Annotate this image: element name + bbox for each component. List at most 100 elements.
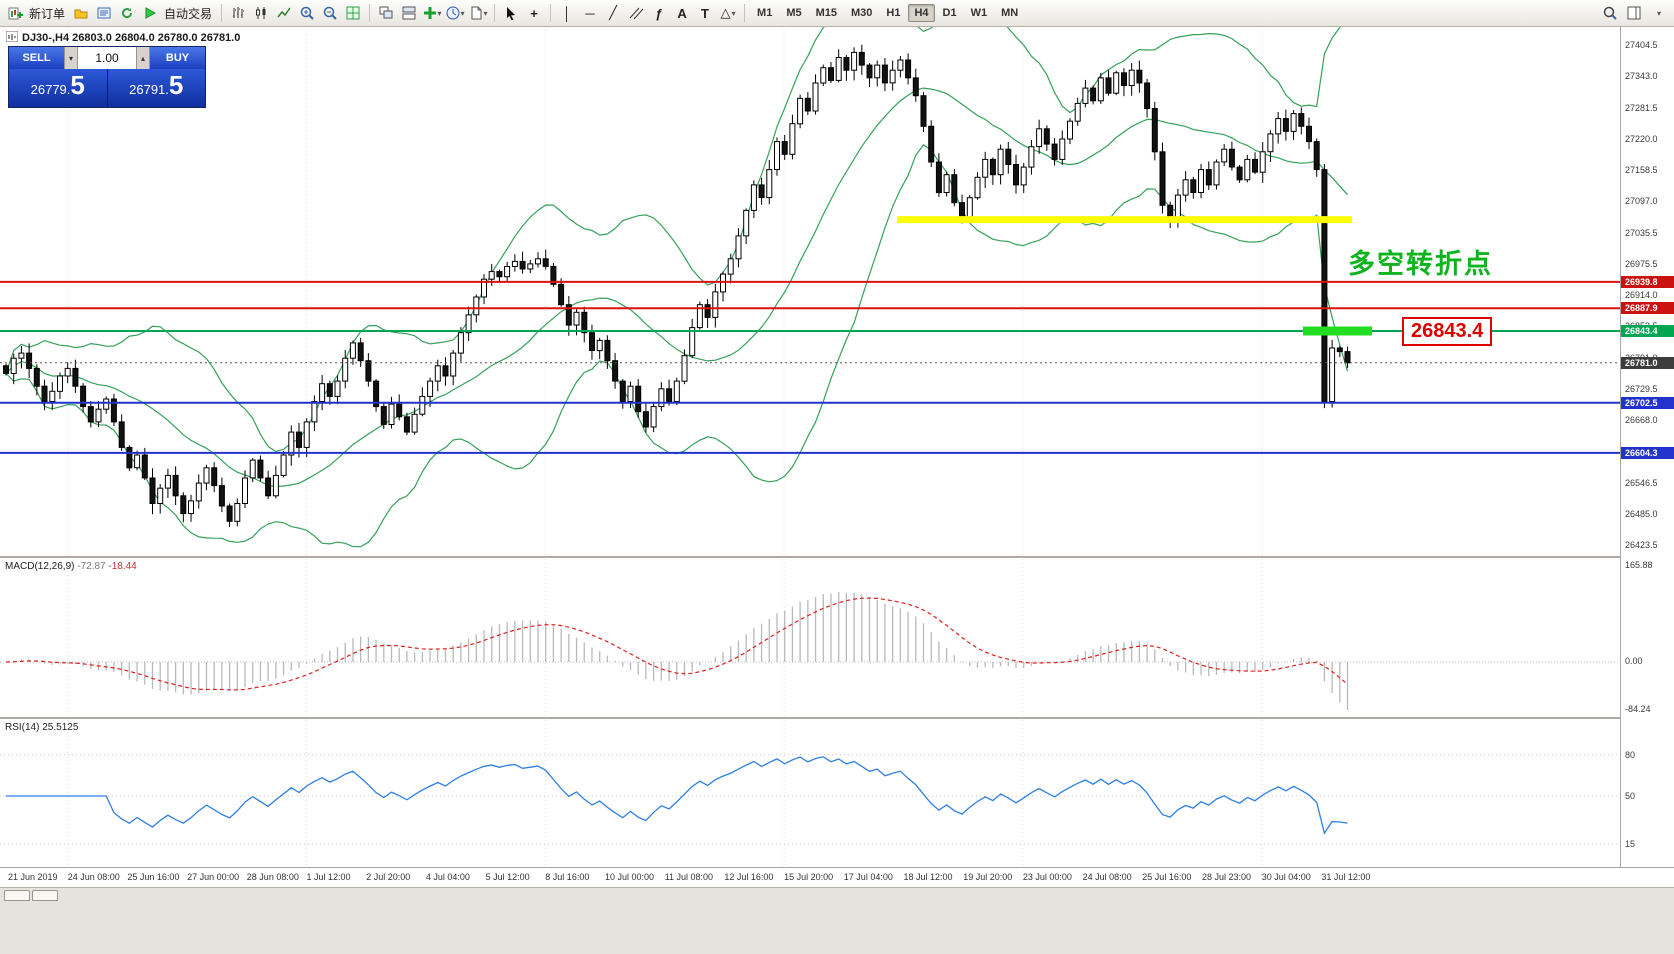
date-label: 8 Jul 16:00	[545, 872, 590, 882]
layout-icon[interactable]	[1623, 2, 1645, 24]
price-annotation-box[interactable]: 26843.4	[1402, 317, 1493, 346]
panel-divider[interactable]	[0, 556, 1674, 558]
one-click-trading-panel: SELL ▾ ▴ BUY 26779.5 26791.5	[8, 46, 206, 108]
candlestick-series[interactable]	[3, 44, 1351, 527]
date-label: 2 Jul 20:00	[366, 872, 411, 882]
toolbar-right-group: ▾	[1599, 2, 1670, 24]
rsi-line	[6, 756, 1348, 835]
price-tag: 26887.9	[1621, 302, 1674, 315]
new-order-button[interactable]: 新订单	[29, 6, 66, 21]
add-indicator-icon[interactable]: ▾	[421, 2, 443, 24]
macd-scale-label: 165.88	[1625, 560, 1653, 570]
main-price-panel[interactable]	[0, 27, 1620, 556]
volume-down-button[interactable]: ▾	[64, 47, 78, 69]
zoom-out-icon[interactable]	[319, 2, 341, 24]
rsi-scale-label: 15	[1625, 839, 1636, 850]
macd-scale-label: -84.24	[1625, 704, 1651, 714]
vertical-line-tool-icon[interactable]: │	[562, 5, 572, 21]
shapes-tool-icon[interactable]: △ ▾	[717, 2, 739, 24]
sell-button[interactable]: SELL	[9, 47, 64, 69]
line-chart-icon[interactable]	[273, 2, 295, 24]
timeframe-buttons: M1 M5 M15 M30 H1 H4 D1 W1 MN	[750, 4, 1025, 22]
price-scale-tick: 27220.0	[1625, 133, 1658, 144]
toolbar-overflow-icon[interactable]: ▾	[1656, 8, 1661, 18]
timeframe-M30[interactable]: M30	[851, 7, 873, 19]
date-label: 28 Jun 08:00	[246, 872, 299, 882]
date-label: 24 Jun 08:00	[67, 872, 120, 882]
timeframe-M1[interactable]: M1	[757, 7, 773, 19]
date-label: 4 Jul 04:00	[425, 872, 470, 882]
date-label: 27 Jun 00:00	[187, 872, 240, 882]
buy-button[interactable]: BUY	[150, 47, 205, 69]
time-axis[interactable]: 21 Jun 2019 24 Jun 08:00 25 Jun 16:00 27 Ju…	[0, 867, 1674, 887]
price-scale-tick: 26914.0	[1625, 290, 1658, 300]
macd-main-value: -72.87	[77, 561, 106, 572]
search-icon[interactable]	[1599, 2, 1621, 24]
cursor-icon[interactable]	[500, 2, 522, 24]
autotrade-button[interactable]: 自动交易	[164, 6, 213, 21]
date-label: 15 Jul 20:00	[784, 872, 834, 882]
chart-canvas[interactable]	[0, 27, 1620, 888]
chart-title: DJ30-,H4 26803.0 26804.0 26780.0 26781.0	[5, 30, 241, 45]
volume-input[interactable]	[78, 47, 136, 69]
timeframe-M5[interactable]: M5	[786, 7, 802, 19]
panel-divider[interactable]	[0, 717, 1674, 719]
crosshair-icon[interactable]: +	[530, 5, 538, 21]
price-scale-tick: 27343.0	[1625, 71, 1658, 82]
text-tool-icon[interactable]: A	[677, 5, 687, 21]
price-tag: 26702.5	[1621, 396, 1674, 409]
trendline-tool-icon[interactable]: ╱	[609, 5, 617, 20]
toolbar-separator	[744, 4, 746, 22]
dropdown-chevron-icon: ▾	[460, 8, 465, 18]
autotrade-play-icon[interactable]	[139, 2, 161, 24]
data-window-icon[interactable]	[93, 2, 115, 24]
macd-signal-value: -18.44	[108, 561, 137, 572]
chart-tab[interactable]	[32, 890, 58, 901]
candlestick-chart-icon[interactable]	[250, 2, 272, 24]
rsi-indicator-label: RSI(14) 25.5125	[5, 722, 78, 733]
timeframe-D1[interactable]: D1	[942, 7, 957, 19]
sell-price-button[interactable]: 26779. 5	[9, 69, 107, 107]
timeframe-MN[interactable]: MN	[1001, 7, 1019, 19]
profiles-icon[interactable]	[70, 2, 92, 24]
price-scale[interactable]: 27404.5 27343.0 27281.5 27220.0 27158.5 27097…	[1620, 27, 1674, 888]
rsi-scale-label: 80	[1625, 749, 1636, 760]
turning-point-annotation[interactable]: 多空转折点	[1348, 249, 1493, 279]
cascade-windows-icon[interactable]	[398, 2, 420, 24]
date-label: 31 Jul 12:00	[1321, 872, 1371, 882]
template-icon[interactable]: ▾	[467, 2, 489, 24]
buy-price-button[interactable]: 26791. 5	[107, 69, 205, 107]
date-label: 17 Jul 04:00	[843, 872, 893, 882]
new-order-icon[interactable]	[4, 2, 26, 24]
date-label: 23 Jul 00:00	[1022, 872, 1072, 882]
symbol-info-text: DJ30-,H4 26803.0 26804.0 26780.0 26781.0	[22, 32, 241, 44]
date-label: 12 Jul 16:00	[724, 872, 774, 882]
bar-chart-icon[interactable]	[227, 2, 249, 24]
date-label: 28 Jul 23:00	[1202, 872, 1252, 882]
volume-up-button[interactable]: ▴	[136, 47, 150, 69]
timeframe-W1[interactable]: W1	[970, 7, 988, 19]
price-tag: 26843.4	[1621, 324, 1674, 337]
channel-tool-icon[interactable]	[625, 2, 647, 24]
timeframe-M15[interactable]: M15	[815, 7, 837, 19]
arrange-windows-icon[interactable]	[375, 2, 397, 24]
dropdown-chevron-icon: ▾	[437, 8, 442, 18]
price-scale-tick: 26668.0	[1625, 415, 1658, 425]
price-tag: 26939.8	[1621, 275, 1674, 288]
label-tool-icon[interactable]: T	[701, 5, 709, 21]
date-label: 24 Jul 08:00	[1082, 872, 1132, 882]
refresh-icon[interactable]	[116, 2, 138, 24]
price-scale-tick: 27097.0	[1625, 196, 1658, 207]
main-toolbar: 新订单 自动交易	[0, 0, 1674, 27]
toolbar-separator	[221, 4, 223, 22]
horizontal-line-tool-icon[interactable]: ─	[585, 5, 595, 21]
rsi-scale-label: 50	[1625, 791, 1636, 801]
fibonacci-tool-icon[interactable]: ƒ	[655, 5, 663, 21]
timeframe-H4[interactable]: H4	[908, 4, 935, 22]
period-clock-icon[interactable]: ▾	[444, 2, 466, 24]
tile-windows-icon[interactable]	[342, 2, 364, 24]
chart-tab[interactable]	[4, 890, 30, 901]
price-scale-tick: 26975.5	[1625, 258, 1658, 269]
timeframe-H1[interactable]: H1	[886, 7, 901, 19]
zoom-in-icon[interactable]	[296, 2, 318, 24]
